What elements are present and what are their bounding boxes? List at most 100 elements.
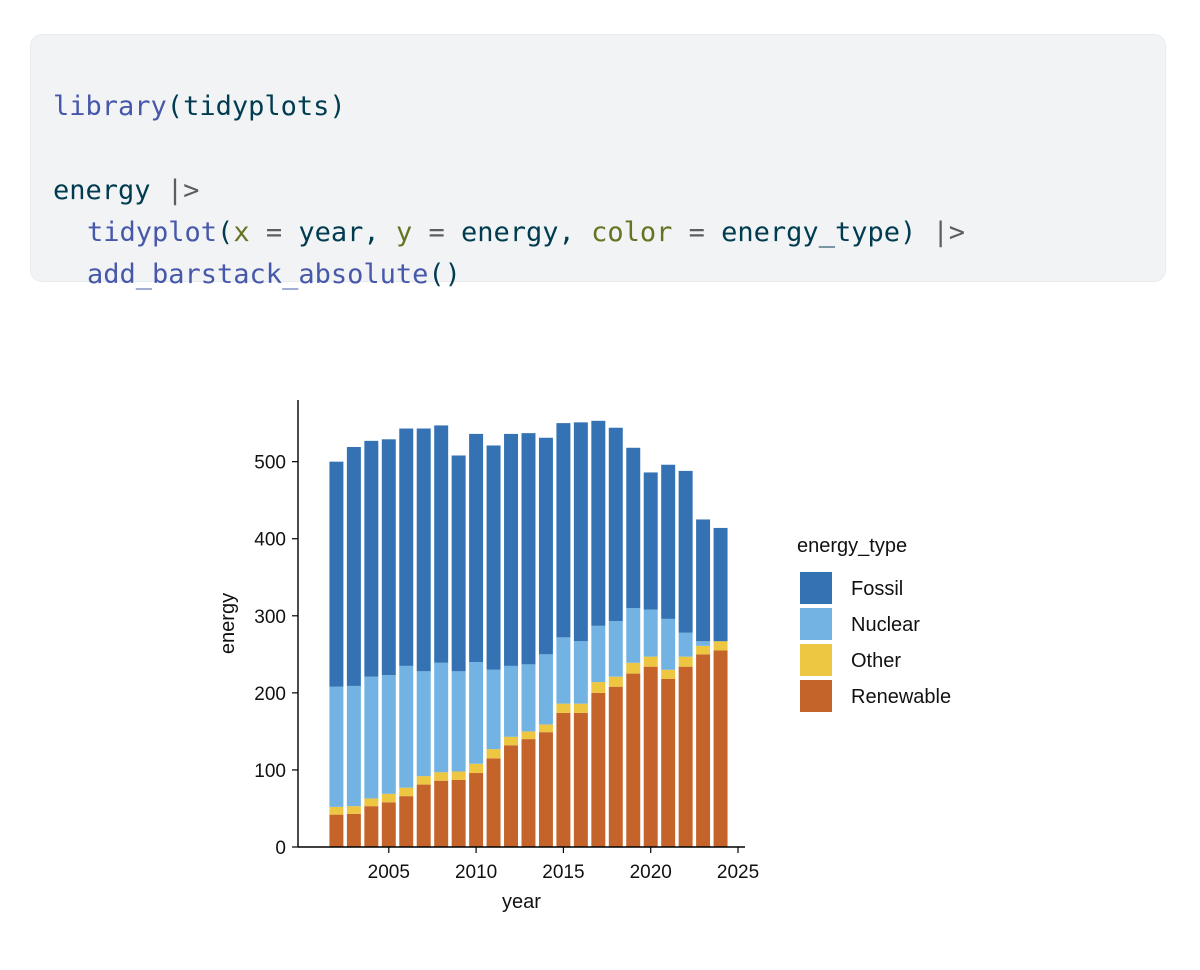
code-comma: ,	[363, 217, 380, 248]
bar-fossil-2004	[364, 440, 379, 677]
y-tick-label-400: 400	[254, 530, 286, 551]
bar-renewable-2002	[329, 814, 344, 847]
bar-fossil-2018	[608, 427, 623, 622]
bar-other-2007	[416, 776, 431, 785]
bar-other-2014	[538, 724, 553, 733]
code-line-5: add_barstack_absolute()	[87, 257, 461, 293]
y-tick-label-300: 300	[254, 607, 286, 628]
bar-nuclear-2021	[661, 618, 676, 670]
x-tick-label-2015: 2015	[542, 862, 584, 883]
bar-nuclear-2018	[608, 621, 623, 677]
y-axis-title: energy	[217, 593, 239, 654]
code-line-1: library(tidyplots)	[53, 89, 346, 125]
bar-nuclear-2003	[346, 685, 361, 807]
bar-nuclear-2006	[399, 665, 414, 788]
bar-fossil-2022	[678, 470, 693, 633]
code-function-add-barstack-absolute: add_barstack_absolute	[87, 259, 429, 290]
y-tick-label-500: 500	[254, 453, 286, 474]
bar-fossil-2008	[434, 425, 449, 663]
code-var-energy: energy	[53, 175, 151, 206]
legend-label-nuclear: Nuclear	[851, 614, 920, 636]
bar-other-2024	[713, 641, 728, 651]
x-axis-title: year	[502, 891, 541, 913]
bar-fossil-2019	[626, 447, 641, 609]
bar-renewable-2013	[521, 739, 536, 847]
code-function-library: library	[53, 91, 167, 122]
code-paren-close: )	[329, 91, 346, 122]
legend-label-other: Other	[851, 650, 901, 672]
bar-nuclear-2023	[696, 641, 711, 646]
code-value-energy-type: energy_type	[721, 217, 900, 248]
bar-nuclear-2012	[504, 665, 519, 737]
bar-other-2010	[469, 763, 484, 774]
bar-renewable-2008	[434, 780, 449, 847]
bar-nuclear-2016	[573, 641, 588, 704]
bar-nuclear-2009	[451, 671, 466, 772]
code-eq: =	[688, 217, 705, 248]
y-tick-label-0: 0	[275, 838, 286, 859]
code-pipe: |>	[932, 217, 966, 248]
bar-renewable-2003	[346, 813, 361, 847]
bar-renewable-2017	[591, 692, 606, 847]
bar-renewable-2024	[713, 650, 728, 847]
bar-renewable-2012	[504, 745, 519, 847]
bar-other-2020	[643, 656, 658, 667]
bar-renewable-2009	[451, 779, 466, 847]
bar-nuclear-2019	[626, 608, 641, 663]
bar-renewable-2021	[661, 678, 676, 847]
legend-swatch-fossil	[800, 572, 832, 604]
bar-renewable-2011	[486, 758, 501, 847]
bar-fossil-2003	[346, 447, 361, 686]
bar-other-2009	[451, 771, 466, 780]
code-block: library(tidyplots) energy |> tidyplot(x …	[30, 34, 1166, 290]
bar-fossil-2015	[556, 423, 571, 638]
bar-fossil-2023	[696, 519, 711, 642]
bar-other-2019	[626, 662, 641, 674]
bar-fossil-2021	[661, 464, 676, 619]
x-tick-label-2020: 2020	[630, 862, 672, 883]
bar-other-2016	[573, 703, 588, 713]
bar-renewable-2004	[364, 806, 379, 847]
code-paren-open: (	[166, 91, 184, 122]
bar-fossil-2009	[451, 455, 466, 672]
y-tick-label-200: 200	[254, 684, 286, 705]
bar-other-2015	[556, 703, 571, 713]
bar-other-2017	[591, 682, 606, 693]
bar-fossil-2014	[538, 437, 553, 655]
code-value-energy: energy	[461, 217, 559, 248]
x-tick-label-2010: 2010	[455, 862, 497, 883]
code-paren-close: )	[899, 217, 917, 248]
legend-label-renewable: Renewable	[851, 686, 951, 708]
bar-fossil-2020	[643, 472, 658, 610]
bar-other-2013	[521, 731, 536, 740]
bar-other-2023	[696, 645, 711, 655]
bar-other-2003	[346, 806, 361, 814]
bar-renewable-2023	[696, 654, 711, 847]
code-function-tidyplot: tidyplot	[87, 217, 218, 248]
bar-renewable-2014	[538, 732, 553, 847]
bar-renewable-2006	[399, 796, 414, 847]
bar-other-2004	[364, 798, 379, 807]
bar-fossil-2010	[469, 433, 484, 663]
bar-nuclear-2011	[486, 669, 501, 750]
bar-renewable-2018	[608, 686, 623, 847]
bar-fossil-2011	[486, 445, 501, 670]
bar-renewable-2016	[573, 712, 588, 847]
bar-renewable-2022	[678, 666, 693, 847]
bar-other-2011	[486, 749, 501, 759]
x-tick-label-2005: 2005	[368, 862, 410, 883]
code-eq: =	[265, 217, 283, 248]
bar-nuclear-2020	[643, 609, 658, 657]
code-arg-color: color	[591, 217, 673, 248]
bar-nuclear-2015	[556, 637, 571, 704]
code-paren-open: (	[217, 217, 234, 248]
bar-nuclear-2013	[521, 664, 536, 732]
legend-title: energy_type	[797, 535, 907, 557]
bar-nuclear-2008	[434, 662, 449, 773]
bar-other-2002	[329, 806, 344, 815]
bar-renewable-2005	[381, 802, 396, 847]
y-tick-label-100: 100	[254, 761, 286, 782]
bar-fossil-2006	[399, 428, 414, 666]
bar-other-2005	[381, 793, 396, 803]
